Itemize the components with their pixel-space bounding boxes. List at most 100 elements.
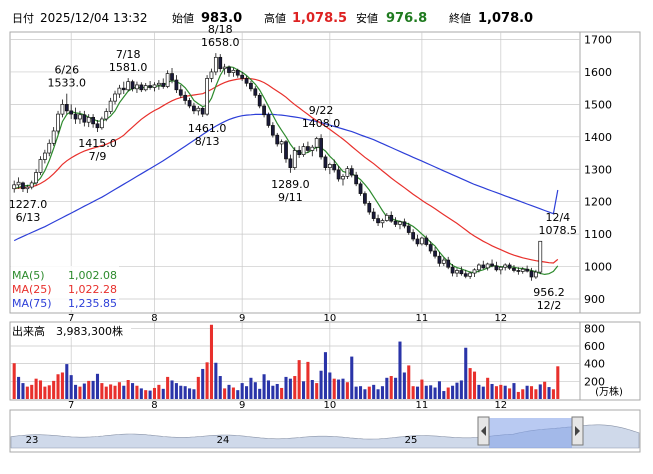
volume-bar [529,386,534,399]
volume-bar [297,360,301,399]
volume-bar [525,385,529,399]
candle [266,112,271,128]
navigator-year-label: 25 [405,435,418,446]
candle [446,256,451,270]
candle-body [205,78,209,115]
legend-ma75-value: 1,235.85 [68,297,117,310]
volume-bar [240,383,244,399]
candle [306,141,310,154]
candle [393,217,398,228]
volume-bar [433,387,437,399]
candle-body [174,79,179,91]
candle-body [82,114,87,123]
ma25-line [14,77,559,264]
candle [520,267,525,274]
volume-bar [512,383,516,399]
month-tick-label: 11 [416,400,429,411]
handle-right-arrow-icon [575,426,580,436]
volume-bar [201,368,205,399]
low-label: 安値 [356,11,378,25]
candle [139,82,144,93]
volume-bar [258,388,262,399]
volume-bar [170,380,174,399]
candle-body [358,183,363,194]
candle [73,107,78,124]
annotation-text: 1415.0 [78,137,117,150]
candle-body [165,73,170,87]
candle [332,159,337,173]
annotation-text: 1581.0 [109,61,148,74]
volume-bar [459,380,463,399]
legend-ma25-value: 1,022.28 [68,283,117,296]
candle [327,162,332,175]
candle-body [148,85,152,88]
annotation-text: 8/18 [208,23,233,36]
annotation-text: 9/22 [309,104,334,117]
candle [192,102,196,115]
volume-bar [477,384,481,399]
candle [218,54,223,72]
candle-body [371,211,376,219]
candle [42,149,47,164]
candle-body [367,202,372,213]
candle-body [520,268,525,272]
candle-body [314,138,319,148]
volume-bar [17,376,21,399]
volume-bar [47,385,51,399]
candle [507,262,512,270]
candle-body [266,114,271,126]
candle-body [472,269,477,274]
month-tick-label: 9 [239,400,245,411]
volume-bar [113,385,117,399]
candle [345,166,350,179]
annotation-text: 12/2 [537,299,562,312]
candle [227,65,231,77]
candle-body [398,221,402,225]
annotation-text: 1227.0 [9,198,48,211]
candle [148,81,152,90]
candle-body [240,74,245,79]
volume-bar [516,391,520,399]
candle-body [345,168,350,177]
annotation-text: 6/13 [16,211,41,224]
annotation-text: 1289.0 [271,178,310,191]
volume-bar [227,384,231,399]
candle [380,218,385,228]
candle [420,236,424,246]
volume-bar [468,368,472,399]
candle [498,265,503,275]
volume-bar [34,378,38,399]
candle-body [485,263,490,269]
candle-body [51,130,56,144]
volume-bar [451,385,455,399]
volume-bar [407,365,411,399]
volume-bar [152,387,157,399]
candle-body [327,164,332,168]
candle-body [477,264,481,271]
volume-bar [192,389,196,399]
candle-body [406,225,411,233]
candle [415,234,420,247]
candle [82,110,87,127]
volume-bar [166,376,170,399]
volume-bar [341,378,345,399]
candle-body [446,259,451,268]
price-annotation: 1461.08/13 [188,122,227,148]
candle-body [34,172,38,184]
candle [472,268,477,277]
price-annotation: 1415.07/9 [78,137,117,163]
candle [152,82,157,92]
volume-bar [148,390,152,399]
candle [341,174,345,186]
volume-bar [38,380,43,399]
volume-bar [547,387,551,399]
candle-body [222,66,227,70]
candle-body [108,100,113,112]
candle [178,84,183,98]
candle-body [156,82,161,86]
candle-body [135,84,139,90]
ma-legend: MA(5) 1,002.08 MA(25) 1,022.28 MA(75) 1,… [11,266,119,310]
volume-bar [231,387,235,399]
